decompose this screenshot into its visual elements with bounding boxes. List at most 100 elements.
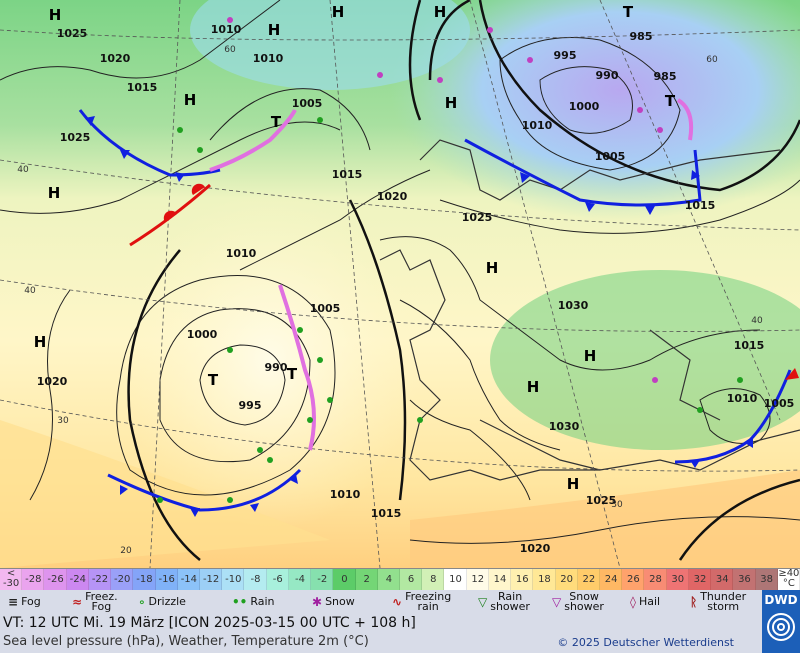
isobar-label: 1015 (127, 81, 158, 94)
isobar-label: 1025 (60, 131, 91, 144)
isobar-label: 1015 (685, 199, 716, 212)
weather-map: 1025 1010 1020 1010 1015 1005 1025 1015 1020 1025… (0, 0, 800, 568)
weather-icon: ▽ (552, 595, 562, 609)
isobar-label: 1020 (520, 542, 551, 555)
scale-label: 24 (604, 574, 618, 585)
scale-cell: -10 (222, 569, 245, 591)
isobar-label: 990 (265, 361, 288, 374)
weather-label: Snow shower (564, 590, 604, 613)
scale-label: 14 (493, 574, 507, 585)
weather-label: Rain shower (490, 590, 530, 613)
scale-cell: 4 (377, 569, 400, 591)
scale-cell: -14 (177, 569, 200, 591)
copyright: © 2025 Deutscher Wetterdienst (557, 636, 734, 649)
pressure-center: H (486, 259, 499, 277)
scale-label: -4 (294, 574, 305, 585)
scale-label: 28 (649, 574, 662, 585)
scale-label: -10 (225, 574, 242, 585)
weather-icon: •• (232, 595, 248, 609)
scale-cell: 28 (644, 569, 667, 591)
scale-cell: 16 (511, 569, 534, 591)
pressure-center: H (584, 347, 597, 365)
scale-label: 34 (715, 574, 729, 585)
scale-label: 8 (430, 574, 437, 585)
weather-icon: ≈ (72, 595, 83, 609)
weather-legend: ≡ Fog ≈ Freez. Fog ∘ Drizzle •• Rain ✱ Snow ∿ Freez… (0, 590, 762, 613)
scale-label: 12 (471, 574, 485, 585)
pressure-center: H (268, 21, 281, 39)
scale-cell: -6 (266, 569, 289, 591)
pressure-center: T (623, 3, 634, 21)
weather-label: Rain (250, 595, 275, 608)
scale-label: -8 (250, 574, 261, 585)
valid-time: VT: 12 UTC Mi. 19 März [ICON 2025-03-15 … (3, 615, 416, 631)
grid-label: 40 (24, 286, 36, 296)
weather-item: •• Rain (232, 591, 275, 613)
isobar-label: 1015 (332, 168, 363, 181)
grid-label: 30 (57, 416, 69, 426)
weather-icon: ∿ (392, 595, 403, 609)
scale-cell: -28 (22, 569, 45, 591)
isobar-label: 1000 (569, 100, 600, 113)
scale-cell: 30 (666, 569, 689, 591)
scale-label: 4 (385, 574, 393, 585)
scale-cell: 10 (444, 569, 467, 591)
pressure-center: T (271, 113, 282, 131)
isobar-label: 995 (239, 399, 262, 412)
weather-item: ▽ Rain shower (478, 591, 530, 613)
isobar-label: 1010 (226, 247, 257, 260)
isobar-label: 1010 (211, 23, 242, 36)
scale-label: ≥40 (778, 568, 800, 579)
scale-cell: 14 (488, 569, 512, 591)
logo-icon (767, 613, 795, 641)
grid-label: 40 (17, 165, 29, 175)
pressure-center: H (48, 184, 61, 202)
scale-label: 20 (560, 574, 574, 585)
isobar-label: 985 (654, 70, 677, 83)
scale-cell: 26 (622, 569, 645, 591)
weather-label: Snow (325, 595, 355, 608)
isobar-label: 1025 (462, 211, 493, 224)
grid-label: 60 (224, 45, 236, 55)
grid-label: 20 (120, 546, 132, 556)
scale-label: -22 (91, 574, 109, 585)
isobar-label: 1005 (292, 97, 323, 110)
scale-label: < (6, 568, 16, 579)
weather-item: ◊ Hail (630, 591, 660, 613)
scale-cell: -22 (88, 569, 112, 591)
scale-label: 2 (363, 574, 370, 585)
scale-cell: 34 (711, 569, 734, 591)
pressure-center: H (567, 475, 580, 493)
temperature-scale: < -30 -28 -26 -24 -22 -20 -18 -16 -14 -12 -10 -8 -6 -4… (0, 568, 800, 591)
scale-cell: ≥40 °C (778, 569, 800, 591)
scale-label: -28 (25, 574, 42, 585)
pressure-center: T (665, 92, 676, 110)
scale-cell: -2 (311, 569, 334, 591)
weather-label: Fog (21, 595, 41, 608)
scale-cell: -18 (133, 569, 156, 591)
weather-label: Hail (638, 595, 661, 608)
weather-label: Freezing rain (405, 590, 452, 613)
scale-label: -18 (136, 574, 153, 585)
footer: VT: 12 UTC Mi. 19 März [ICON 2025-03-15 … (0, 613, 762, 653)
scale-cell: < -30 (0, 568, 23, 591)
weather-label: Freez. Fog (85, 590, 118, 613)
pressure-center: H (49, 6, 62, 24)
isobar-label: 1015 (734, 339, 765, 352)
scale-label: 16 (515, 574, 529, 585)
weather-icon: ≡ (8, 595, 19, 609)
isobar-label: 1010 (522, 119, 553, 132)
scale-label: 32 (693, 574, 707, 585)
isobar-label: 1020 (377, 190, 408, 203)
scale-label: -12 (202, 574, 220, 585)
weather-item: ᚱ Thunder storm (690, 591, 746, 613)
scale-cell: -4 (288, 569, 312, 591)
scale-label: -2 (317, 574, 328, 585)
scale-label: -14 (180, 574, 198, 585)
weather-item: ▽ Snow shower (552, 591, 604, 613)
isobar-label: 990 (596, 69, 619, 82)
scale-cell: 0 (333, 569, 356, 591)
pressure-center: H (332, 3, 345, 21)
isobar-label: 1025 (57, 27, 88, 40)
scale-cell: 12 (466, 569, 489, 591)
